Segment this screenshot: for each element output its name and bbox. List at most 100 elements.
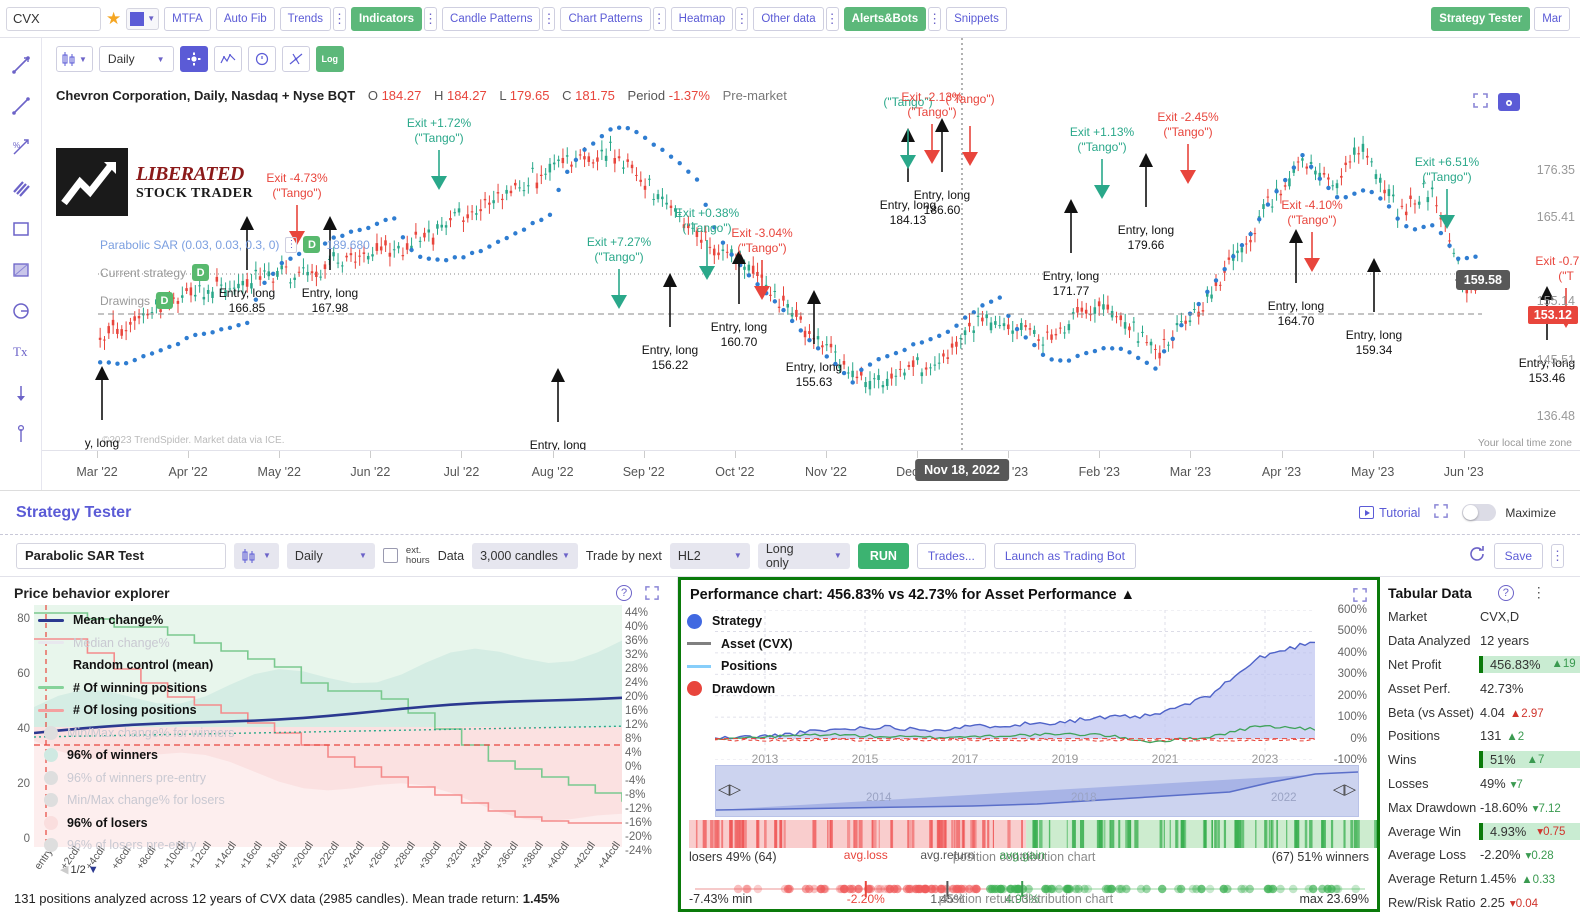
strategy-name-input[interactable] (16, 542, 226, 569)
toolbar-kebab-other-data[interactable]: ⋮ (825, 6, 839, 31)
panel-expand-icon[interactable] (645, 586, 659, 600)
chart-range-navigator[interactable]: ◁▷ ◁▷ 2014 2018 2022 (715, 765, 1359, 817)
pbe-legend-item[interactable]: Random control (mean) (38, 654, 234, 677)
symbol-input[interactable] (6, 6, 101, 31)
favorite-star-icon[interactable]: ★ (106, 8, 122, 28)
pager-prev-icon[interactable]: ◀ (60, 864, 69, 876)
pbe-pager[interactable]: ◀ 1/2 ▼ (60, 863, 99, 877)
percent-change-tool[interactable]: % (8, 134, 34, 160)
toolbar-kebab-indicators[interactable]: ⋮ (424, 6, 438, 31)
pbe-legend-item[interactable]: # Of winning positions (38, 677, 234, 700)
legend-label: Mean change% (73, 613, 164, 628)
toolbar-kebab-alerts-bots[interactable]: ⋮ (928, 6, 942, 31)
tabular-more-icon[interactable]: ⋮ (1531, 584, 1546, 600)
trend-line-tool[interactable] (8, 52, 34, 78)
performance-legend-item[interactable]: Drawdown (687, 678, 793, 701)
pbe-legend-item[interactable]: Min/Max change% for winners (38, 722, 234, 745)
tabular-help-icon[interactable]: ? (1497, 584, 1514, 601)
text-tool[interactable]: Tx (8, 339, 34, 365)
chart-canvas[interactable]: ▼ Daily ▼ Log Chevron Corpo (42, 38, 1580, 490)
data-label: Data (437, 548, 465, 563)
performance-plot[interactable] (715, 610, 1315, 760)
toolbar-button-alerts-bots[interactable]: Alerts&Bots (843, 6, 927, 31)
help-icon[interactable]: ? (616, 585, 632, 601)
time-axis[interactable]: Your local time zone Mar '22 Apr '22 May '… (42, 437, 1580, 490)
trade-by-select[interactable]: HL2 ▼ (669, 542, 750, 569)
performance-legend-item[interactable]: Asset (CVX) (687, 633, 793, 656)
position-return-distribution-chart[interactable]: avg.loss -2.20% avg.return 1.45% avg.gain 4.9… (689, 848, 1369, 906)
toolbar-button-heatmap[interactable]: Heatmap (670, 6, 734, 31)
performance-expand-icon[interactable] (1353, 588, 1367, 602)
ext-hours-checkbox[interactable] (382, 548, 398, 563)
pbe-legend-item[interactable]: 96% of winners pre-entry (38, 767, 234, 790)
toolbar-button-chart-patterns[interactable]: Chart Patterns (560, 6, 651, 31)
chart-timeframe-select[interactable]: Daily ▼ (98, 46, 174, 72)
pbe-plot[interactable]: Mean change% Median change% Random control… (34, 605, 622, 853)
performance-legend-item[interactable]: Positions (687, 655, 793, 678)
more-options-icon[interactable]: ⋮ (1551, 543, 1564, 568)
parallel-channel-tool[interactable] (8, 175, 34, 201)
toolbar-button-indicators[interactable]: Indicators (351, 6, 423, 31)
chart-type-select[interactable]: ▼ (234, 542, 279, 569)
position-contribution-chart[interactable] (689, 820, 1377, 848)
trade-by-label: Trade by next (585, 548, 662, 563)
trades-button[interactable]: Trades... (916, 542, 986, 569)
indicator-badge[interactable]: D (192, 264, 210, 281)
circle-tool[interactable] (8, 298, 34, 324)
indicator-row[interactable]: Current strategy D (100, 264, 370, 281)
arrow-down-tool[interactable] (8, 380, 34, 406)
toolbar-button-mar[interactable]: Mar (1534, 6, 1570, 31)
rectangle-tool[interactable] (8, 216, 34, 242)
panel-fullscreen-icon[interactable] (1434, 504, 1449, 521)
pbe-legend-item[interactable]: Median change% (38, 632, 234, 655)
indicator-menu-icon[interactable]: ⋮ (285, 236, 298, 253)
refresh-icon[interactable] (1468, 545, 1486, 566)
indicator-badge[interactable]: D (156, 292, 174, 309)
pbe-legend-item[interactable]: # Of losing positions (38, 699, 234, 722)
pbe-legend-item[interactable]: 96% of losers pre-entry (38, 834, 234, 857)
color-picker[interactable]: ▼ (126, 7, 160, 30)
magnet-tool-button[interactable] (281, 46, 310, 72)
toolbar-button-auto-fib[interactable]: Auto Fib (215, 6, 275, 31)
navigator-right-handle[interactable]: ◁▷ (1332, 781, 1356, 798)
pbe-legend-item[interactable]: 96% of winners (38, 744, 234, 767)
pbe-legend-item[interactable]: Mean change% (38, 609, 234, 632)
toolbar-button-other-data[interactable]: Other data (753, 6, 824, 31)
pbe-legend-item[interactable]: Min/Max change% for losers (38, 789, 234, 812)
toolbar-button-trends[interactable]: Trends (279, 6, 332, 31)
save-button[interactable]: Save (1493, 542, 1543, 569)
log-scale-button[interactable]: Log (315, 46, 345, 72)
data-candles-select[interactable]: 3,000 candles ▼ (472, 542, 578, 569)
filled-rectangle-tool[interactable] (8, 257, 34, 283)
toolbar-button-candle-patterns[interactable]: Candle Patterns (442, 6, 541, 31)
chart-settings-button[interactable] (179, 46, 208, 72)
toolbar-button-snippets[interactable]: Snippets (946, 6, 1007, 31)
run-button[interactable]: RUN (857, 542, 909, 569)
toolbar-kebab-trends[interactable]: ⋮ (333, 6, 347, 31)
screenshot-icon[interactable] (1498, 93, 1520, 111)
raw-data-button[interactable] (213, 46, 242, 72)
launch-bot-button[interactable]: Launch as Trading Bot (993, 542, 1136, 569)
pager-next-icon[interactable]: ▼ (87, 863, 99, 876)
tutorial-button[interactable]: Tutorial (1359, 506, 1420, 520)
ray-line-tool[interactable] (8, 93, 34, 119)
time-settings-button[interactable] (247, 46, 276, 72)
indicator-row[interactable]: Drawings D (100, 292, 370, 309)
anchor-tool[interactable] (8, 421, 34, 447)
indicator-row[interactable]: Parabolic SAR (0.03, 0.03, 0.3, 0) ⋮ D 189.… (100, 236, 370, 253)
performance-legend-item[interactable]: Strategy (687, 610, 793, 633)
pbe-legend-item[interactable]: 96% of losers (38, 812, 234, 835)
toolbar-kebab-candle-patterns[interactable]: ⋮ (542, 6, 556, 31)
maximize-toggle[interactable] (1462, 504, 1497, 521)
navigator-left-handle[interactable]: ◁▷ (718, 781, 742, 798)
timeframe-select[interactable]: Daily ▼ (286, 542, 375, 569)
toolbar-kebab-heatmap[interactable]: ⋮ (735, 6, 749, 31)
chart-type-button[interactable]: ▼ (56, 46, 93, 72)
indicator-badge[interactable]: D (303, 236, 321, 253)
toolbar-kebab-chart-patterns[interactable]: ⋮ (652, 6, 666, 31)
direction-select[interactable]: Long only ▼ (757, 542, 850, 570)
toolbar-button-mtfa[interactable]: MTFA (164, 6, 211, 31)
trade-exit-annotation: Exit -4.10% ("Tango") (1281, 198, 1342, 228)
fullscreen-icon[interactable] (1473, 93, 1488, 111)
toolbar-button-strategy-tester[interactable]: Strategy Tester (1431, 6, 1531, 31)
